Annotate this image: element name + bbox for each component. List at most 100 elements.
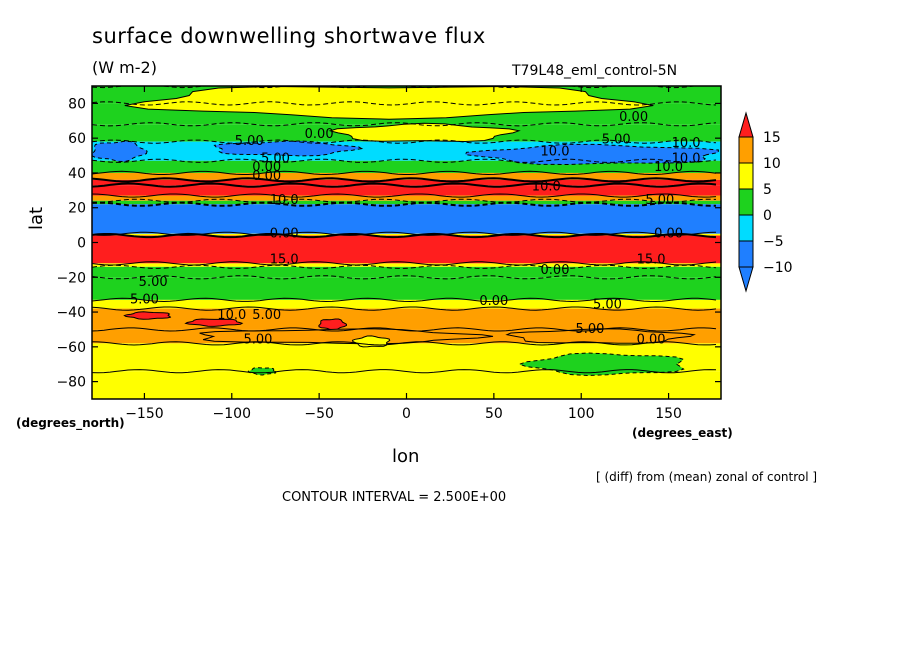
contour-line bbox=[92, 232, 717, 239]
y-tick-label: −60 bbox=[56, 340, 86, 356]
colorbar-label: −5 bbox=[763, 234, 784, 250]
chart-title: surface downwelling shortwave flux bbox=[92, 24, 486, 48]
contour-label: 10.0 bbox=[672, 136, 701, 151]
contour-label: 5.00 bbox=[235, 134, 264, 149]
zonal-band bbox=[92, 277, 721, 300]
x-tick-label: 0 bbox=[402, 406, 411, 422]
x-tick-label: 100 bbox=[568, 406, 595, 422]
contour-line bbox=[92, 170, 717, 176]
colorbar-label: 0 bbox=[763, 208, 772, 224]
y-tick-label: 20 bbox=[68, 201, 86, 217]
diff-note: [ (diff) from (mean) zonal of control ] bbox=[596, 470, 818, 484]
contour-line bbox=[92, 158, 717, 163]
contour-label: 0.00 bbox=[619, 110, 648, 125]
zonal-band bbox=[92, 185, 721, 196]
zonal-band bbox=[92, 179, 721, 186]
zonal-band bbox=[92, 200, 721, 205]
contour-label: 10.0 bbox=[217, 308, 246, 323]
contour-label: 0.00 bbox=[252, 169, 281, 184]
contour-label: 5.00 bbox=[602, 132, 631, 147]
contour-line bbox=[92, 327, 717, 332]
y-tick-label: −80 bbox=[56, 375, 86, 391]
x-axis-label: lon bbox=[392, 446, 420, 467]
colorbar-label: 15 bbox=[763, 130, 781, 146]
anomaly-patch bbox=[318, 318, 348, 331]
contour-line bbox=[92, 101, 717, 106]
anomaly-patch bbox=[247, 367, 277, 376]
colorbar-arrow-bottom bbox=[738, 266, 754, 293]
contour-line bbox=[92, 139, 717, 144]
x-tick-label: −150 bbox=[125, 406, 163, 422]
contour-line bbox=[92, 369, 717, 374]
contour-label: 5.00 bbox=[575, 322, 604, 337]
colorbar-label: 5 bbox=[763, 182, 772, 198]
x-tick-label: −100 bbox=[213, 406, 251, 422]
zonal-band bbox=[92, 308, 721, 330]
run-label: T79L48_eml_control-5N bbox=[512, 63, 678, 79]
contour-label: 15.0 bbox=[270, 252, 299, 267]
contour-label: 5.00 bbox=[130, 292, 159, 307]
y-tick-label: 0 bbox=[77, 236, 86, 252]
contour-interval: CONTOUR INTERVAL = 2.500E+00 bbox=[282, 490, 507, 505]
y-tick-label: −40 bbox=[56, 305, 86, 321]
contour-line bbox=[92, 198, 717, 203]
contour-line bbox=[92, 306, 717, 311]
contour-label: 0.00 bbox=[305, 127, 334, 142]
x-tick-label: −50 bbox=[304, 406, 334, 422]
contour-label: 10.0 bbox=[654, 160, 683, 175]
contour-line bbox=[92, 275, 717, 280]
contour-line bbox=[92, 264, 717, 269]
contour-line bbox=[92, 297, 717, 303]
colorbar-label: 10 bbox=[763, 156, 781, 172]
contour-label: 0.00 bbox=[654, 226, 683, 241]
contour-label: 0.00 bbox=[270, 226, 299, 241]
zonal-band bbox=[92, 195, 721, 201]
colorbar-arrow-top bbox=[738, 111, 754, 138]
contour-label: 0.00 bbox=[637, 332, 666, 347]
anomaly-patch bbox=[464, 143, 719, 166]
colorbar-box bbox=[738, 188, 754, 216]
contour-label: 0.00 bbox=[252, 160, 281, 175]
contour-label: 5.00 bbox=[645, 193, 674, 208]
contour-label: 5.00 bbox=[244, 332, 273, 347]
contour-line bbox=[92, 122, 717, 127]
contour-label: 0.00 bbox=[479, 294, 508, 309]
anomaly-patch bbox=[184, 318, 244, 327]
contour-label: 5.00 bbox=[252, 308, 281, 323]
colorbar-label: −10 bbox=[763, 260, 793, 276]
contour-line bbox=[92, 177, 717, 183]
anomaly-patch bbox=[92, 140, 148, 163]
contour-line bbox=[92, 193, 717, 198]
colorbar-box bbox=[738, 136, 754, 164]
colorbar-box bbox=[738, 240, 754, 268]
contour-label: 0.00 bbox=[541, 263, 570, 278]
contour-label: 5.00 bbox=[139, 275, 168, 290]
y-tick-label: 40 bbox=[68, 166, 86, 182]
contour-line bbox=[92, 201, 716, 207]
contour-label: 5.00 bbox=[261, 152, 290, 167]
y-tick-label: −20 bbox=[56, 270, 86, 286]
anomaly-patch bbox=[328, 122, 521, 143]
contour-label: 10.0 bbox=[541, 145, 570, 160]
anomaly-patch bbox=[199, 328, 494, 345]
contour-label: 5.00 bbox=[593, 298, 622, 313]
contour-label: 10.0 bbox=[532, 179, 561, 194]
x-tick-label: 50 bbox=[485, 406, 503, 422]
zonal-band bbox=[92, 263, 721, 267]
zonal-band bbox=[92, 204, 721, 234]
y-axis-unit: (degrees_north) bbox=[16, 416, 125, 430]
zonal-band bbox=[92, 299, 721, 309]
contour-line bbox=[92, 341, 717, 346]
y-tick-label: 80 bbox=[68, 96, 86, 112]
zonal-band bbox=[92, 235, 721, 264]
colorbar-box bbox=[738, 214, 754, 242]
x-tick-label: 150 bbox=[655, 406, 682, 422]
contour-label: 15.0 bbox=[637, 252, 666, 267]
chart-units: (W m-2) bbox=[92, 58, 157, 77]
anomaly-patch bbox=[213, 140, 364, 157]
zonal-band bbox=[92, 172, 721, 180]
zonal-band bbox=[92, 233, 721, 236]
zonal-band bbox=[92, 266, 721, 278]
contour-line bbox=[92, 182, 717, 188]
